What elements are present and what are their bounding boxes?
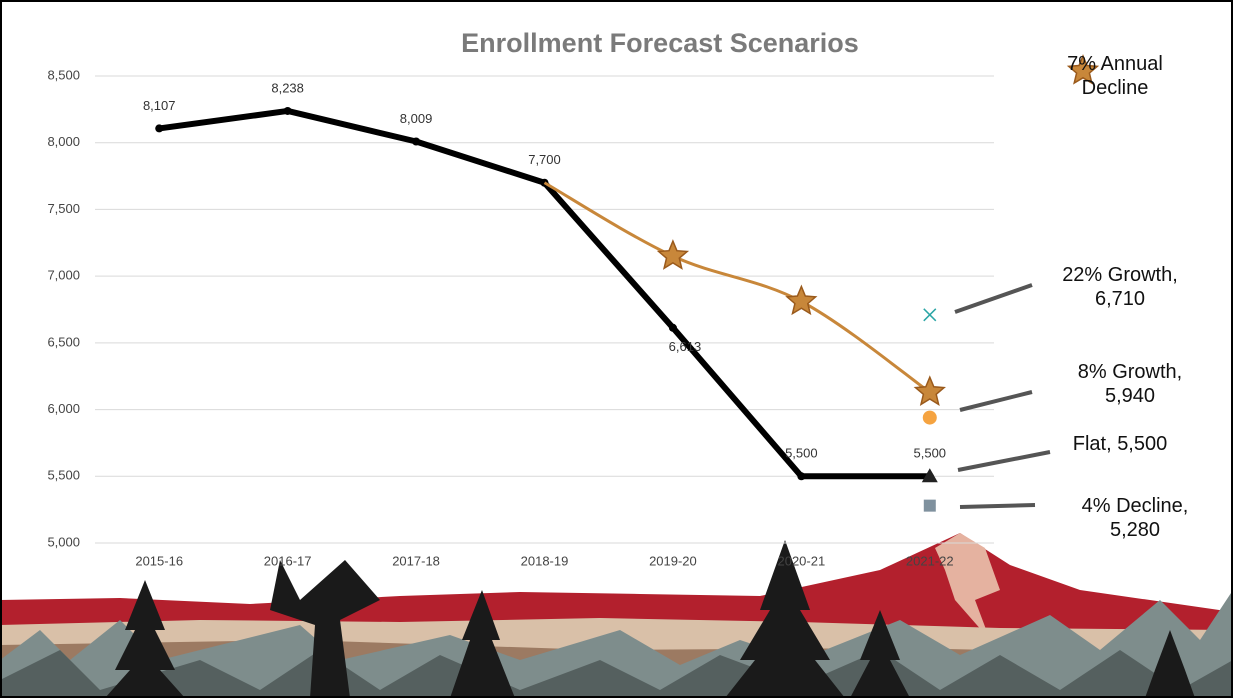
tree <box>850 610 910 698</box>
data-label: 8,107 <box>143 98 176 113</box>
annotation: Flat, 5,500 <box>1072 433 1168 455</box>
tree <box>725 540 845 698</box>
point <box>797 472 806 481</box>
y-tick-label: 5,500 <box>47 468 80 483</box>
data-label: 5,500 <box>914 446 947 461</box>
y-tick-label: 5,000 <box>47 534 80 549</box>
point <box>668 323 677 332</box>
y-tick-label: 6,000 <box>47 401 80 416</box>
landscape <box>0 533 1233 698</box>
tree <box>1145 630 1195 698</box>
y-tick-label: 8,000 <box>47 134 80 149</box>
y-tick-label: 6,500 <box>47 334 80 349</box>
data-label: 8,238 <box>271 80 304 95</box>
tree <box>105 580 185 698</box>
x-tick-label: 2019-20 <box>649 553 697 568</box>
y-tick-label: 7,000 <box>47 268 80 283</box>
star-marker <box>785 284 818 316</box>
callout-line <box>957 450 1051 472</box>
annotation: 4% Decline, 5,280 <box>1081 495 1189 541</box>
legend-marker <box>1066 54 1100 85</box>
forest-mid <box>0 650 1233 698</box>
annotation: 22% Growth, 6,710 <box>1062 264 1178 310</box>
data-label: 5,500 <box>785 446 818 461</box>
callout-line <box>959 503 1036 509</box>
tree <box>270 560 380 698</box>
annotation: 8% Growth, 5,940 <box>1077 361 1183 407</box>
data-label: 7,700 <box>528 152 561 167</box>
x-tick-label: 2017-18 <box>392 553 440 568</box>
callout-line <box>954 283 1033 314</box>
x-tick-label: 2018-19 <box>521 553 569 568</box>
point <box>922 410 937 425</box>
mountain-snow <box>935 533 1000 640</box>
point <box>923 499 936 512</box>
x-tick-label: 2016-17 <box>264 553 312 568</box>
chart-title: Enrollment Forecast Scenarios <box>461 28 859 58</box>
data-label: 6,613 <box>669 339 702 354</box>
legend-label: 7% Annual Decline <box>1067 53 1163 99</box>
y-tick-label: 7,500 <box>47 201 80 216</box>
tree <box>450 590 515 698</box>
data-label: 8,009 <box>400 111 433 126</box>
point <box>923 308 937 322</box>
point <box>921 468 938 483</box>
star-marker <box>656 239 690 270</box>
x-tick-label: 2020-21 <box>777 553 825 568</box>
point <box>283 106 292 115</box>
point <box>412 137 421 146</box>
point <box>155 124 164 133</box>
series-line <box>543 181 931 394</box>
x-tick-label: 2015-16 <box>135 553 183 568</box>
y-tick-label: 8,500 <box>47 67 80 82</box>
callout-line <box>959 390 1033 412</box>
star-marker <box>913 375 946 406</box>
x-tick-label: 2021-22 <box>906 553 954 568</box>
